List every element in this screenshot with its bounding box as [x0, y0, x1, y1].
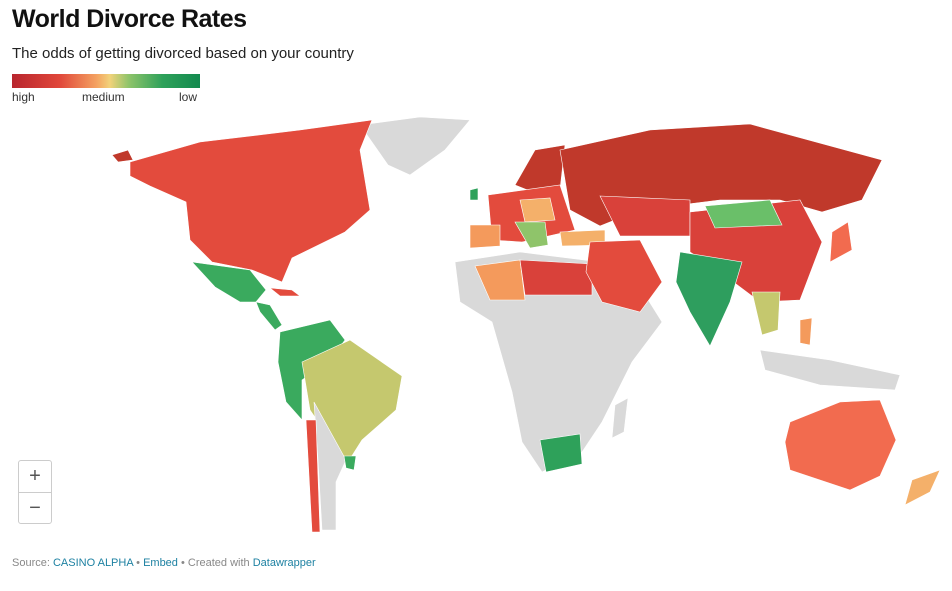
indonesia [759, 349, 901, 391]
legend-gradient [12, 74, 200, 88]
mongolia [704, 199, 783, 229]
zoom-control: + − [18, 460, 52, 524]
source-label: Source: [12, 557, 50, 569]
japan [829, 221, 853, 263]
new-zealand [904, 469, 941, 506]
legend-label: high [12, 90, 35, 104]
middle-east [585, 239, 663, 313]
libya-egypt [519, 259, 593, 296]
greenland [359, 116, 471, 176]
footer: Source: CASINO ALPHA • Embed • Created w… [12, 557, 316, 569]
source-link[interactable]: CASINO ALPHA [52, 557, 134, 569]
uruguay [343, 455, 357, 471]
italy-balkans [514, 221, 549, 249]
madagascar [611, 397, 629, 439]
legend-label: medium [82, 90, 125, 104]
chile [305, 419, 321, 533]
subtitle: The odds of getting divorced based on yo… [12, 45, 354, 62]
algeria [474, 259, 526, 301]
legend-label: low [179, 90, 198, 104]
world-map [111, 116, 941, 533]
caribbean [269, 287, 301, 297]
title: World Divorce Rates [12, 5, 247, 33]
australia [784, 399, 897, 491]
iberia [469, 224, 501, 249]
philippines [799, 317, 813, 346]
embed-link[interactable]: Embed [143, 557, 178, 569]
zoom-out[interactable]: − [19, 492, 51, 524]
india [675, 251, 743, 347]
separator: • [136, 557, 140, 569]
kazakhstan [599, 195, 691, 237]
central-europe [519, 197, 556, 223]
south-africa [539, 433, 583, 473]
southeast-asia [751, 291, 781, 336]
zoom-in[interactable]: + [29, 465, 41, 487]
central-america [255, 301, 283, 331]
datawrapper-link[interactable]: Datawrapper [252, 557, 316, 569]
created-with: • Created with [180, 557, 250, 569]
alaska-island [111, 149, 134, 163]
ireland [469, 187, 479, 201]
north-america [129, 119, 373, 283]
